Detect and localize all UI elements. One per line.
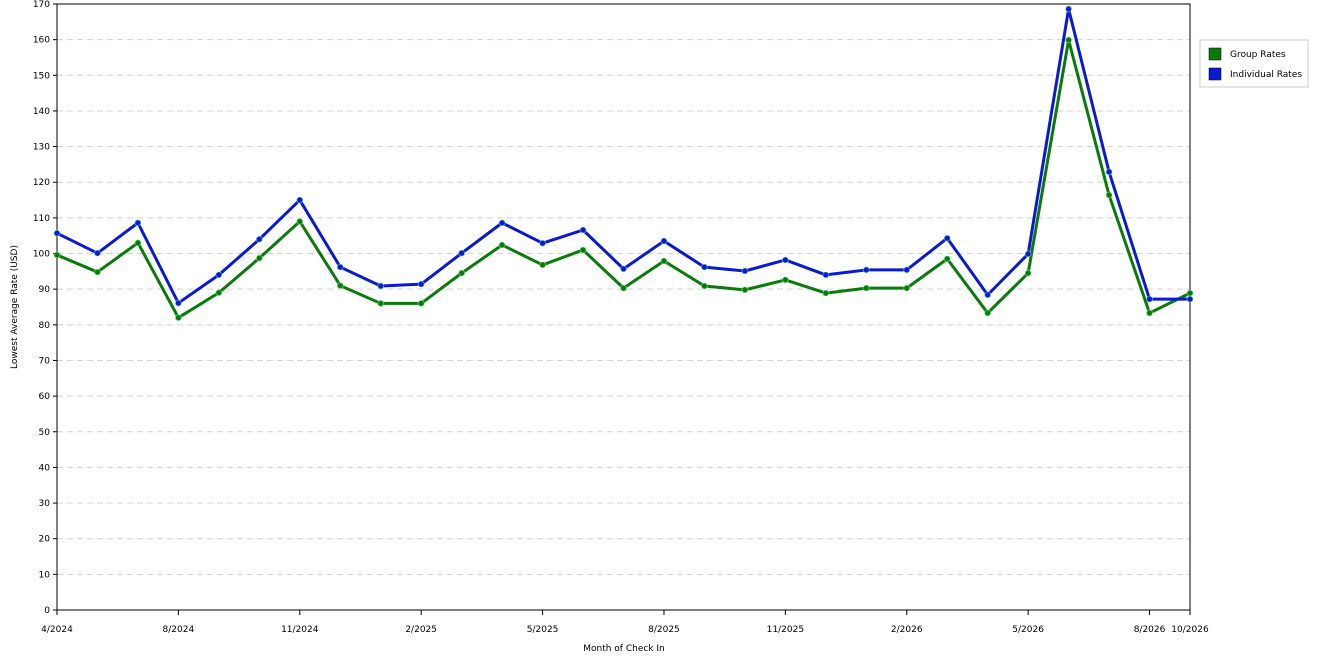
data-point (1146, 309, 1154, 317)
data-point (539, 239, 547, 247)
x-tick-label: 8/2024 (163, 625, 195, 635)
y-tick-label: 70 (39, 356, 51, 366)
data-point (579, 246, 587, 254)
data-point (1146, 295, 1154, 303)
x-tick-label: 8/2025 (648, 625, 680, 635)
y-tick-label: 50 (39, 428, 51, 438)
data-point (741, 286, 749, 294)
data-point (134, 239, 142, 247)
x-axis-label: Month of Check In (583, 644, 665, 654)
data-point (579, 226, 587, 234)
data-point (174, 314, 182, 322)
y-tick-label: 20 (39, 535, 51, 545)
data-point (255, 254, 263, 262)
y-tick-label: 170 (33, 0, 50, 10)
data-point (903, 266, 911, 274)
data-point (660, 257, 668, 265)
series-line (56, 7, 1190, 305)
data-point (377, 299, 385, 307)
x-tick-label: 4/2024 (41, 625, 73, 635)
y-tick-label: 30 (39, 499, 51, 509)
data-point (1186, 289, 1194, 297)
y-tick-label: 130 (33, 143, 50, 153)
data-point (822, 289, 830, 297)
y-tick-label: 150 (33, 71, 50, 81)
data-point (53, 229, 61, 237)
data-point (134, 219, 142, 227)
legend-label: Group Rates (1230, 50, 1286, 60)
data-point (174, 299, 182, 307)
data-point (93, 268, 101, 276)
data-point (700, 282, 708, 290)
data-point (1024, 269, 1032, 277)
x-tick-label: 10/2026 (1171, 625, 1209, 635)
x-tick-label: 8/2026 (1134, 625, 1166, 635)
x-tick-label: 2/2025 (405, 625, 437, 635)
data-point (498, 219, 506, 227)
data-point (417, 280, 425, 288)
data-point (1065, 36, 1073, 44)
data-point (620, 265, 627, 273)
data-point (620, 284, 627, 292)
data-point (53, 251, 61, 259)
data-point (984, 309, 992, 317)
legend-swatch (1208, 47, 1222, 61)
data-point (215, 289, 223, 297)
data-point (862, 284, 870, 292)
data-point (1065, 5, 1073, 13)
y-tick-label: 0 (44, 606, 50, 616)
data-point (458, 269, 466, 277)
data-point (417, 299, 425, 307)
data-point (943, 255, 951, 263)
plot-frame (56, 3, 1191, 611)
data-point (781, 256, 789, 264)
data-point (1105, 168, 1113, 176)
series-line (56, 38, 1191, 320)
data-point (1024, 250, 1032, 258)
y-tick-label: 160 (33, 36, 50, 46)
data-point (458, 249, 466, 257)
data-point (862, 266, 870, 274)
data-point (296, 217, 304, 225)
data-point (296, 196, 304, 204)
data-point (903, 284, 911, 292)
x-tick-label: 11/2025 (767, 625, 804, 635)
x-tick-label: 11/2024 (281, 625, 319, 635)
y-tick-label: 40 (39, 463, 51, 473)
legend-swatch (1208, 67, 1222, 81)
legend-label: Individual Rates (1230, 70, 1302, 80)
data-point (255, 235, 263, 243)
y-tick-label: 110 (33, 214, 50, 224)
data-point (1105, 191, 1113, 199)
data-point (498, 241, 506, 249)
x-tick-label: 2/2026 (891, 625, 923, 635)
data-point (377, 282, 385, 290)
y-tick-label: 60 (39, 392, 51, 402)
x-tick-label: 5/2025 (527, 625, 559, 635)
y-tick-label: 120 (33, 178, 50, 188)
y-tick-label: 10 (39, 570, 51, 580)
data-point (984, 291, 992, 299)
data-point (336, 282, 344, 290)
y-axis-label: Lowest Average Rate (USD) (10, 245, 20, 369)
data-point (781, 276, 789, 284)
data-point (215, 271, 223, 279)
y-tick-label: 80 (39, 321, 51, 331)
y-tick-label: 90 (39, 285, 51, 295)
data-point (822, 271, 830, 279)
y-tick-label: 100 (33, 250, 50, 260)
data-point (336, 263, 344, 271)
data-point (943, 234, 951, 242)
data-point (700, 263, 708, 271)
data-point (93, 249, 101, 257)
data-point (539, 261, 547, 269)
x-tick-label: 5/2026 (1012, 625, 1044, 635)
data-point (660, 237, 668, 245)
y-tick-label: 140 (33, 107, 50, 117)
data-point (741, 267, 749, 275)
data-point (1186, 295, 1194, 303)
